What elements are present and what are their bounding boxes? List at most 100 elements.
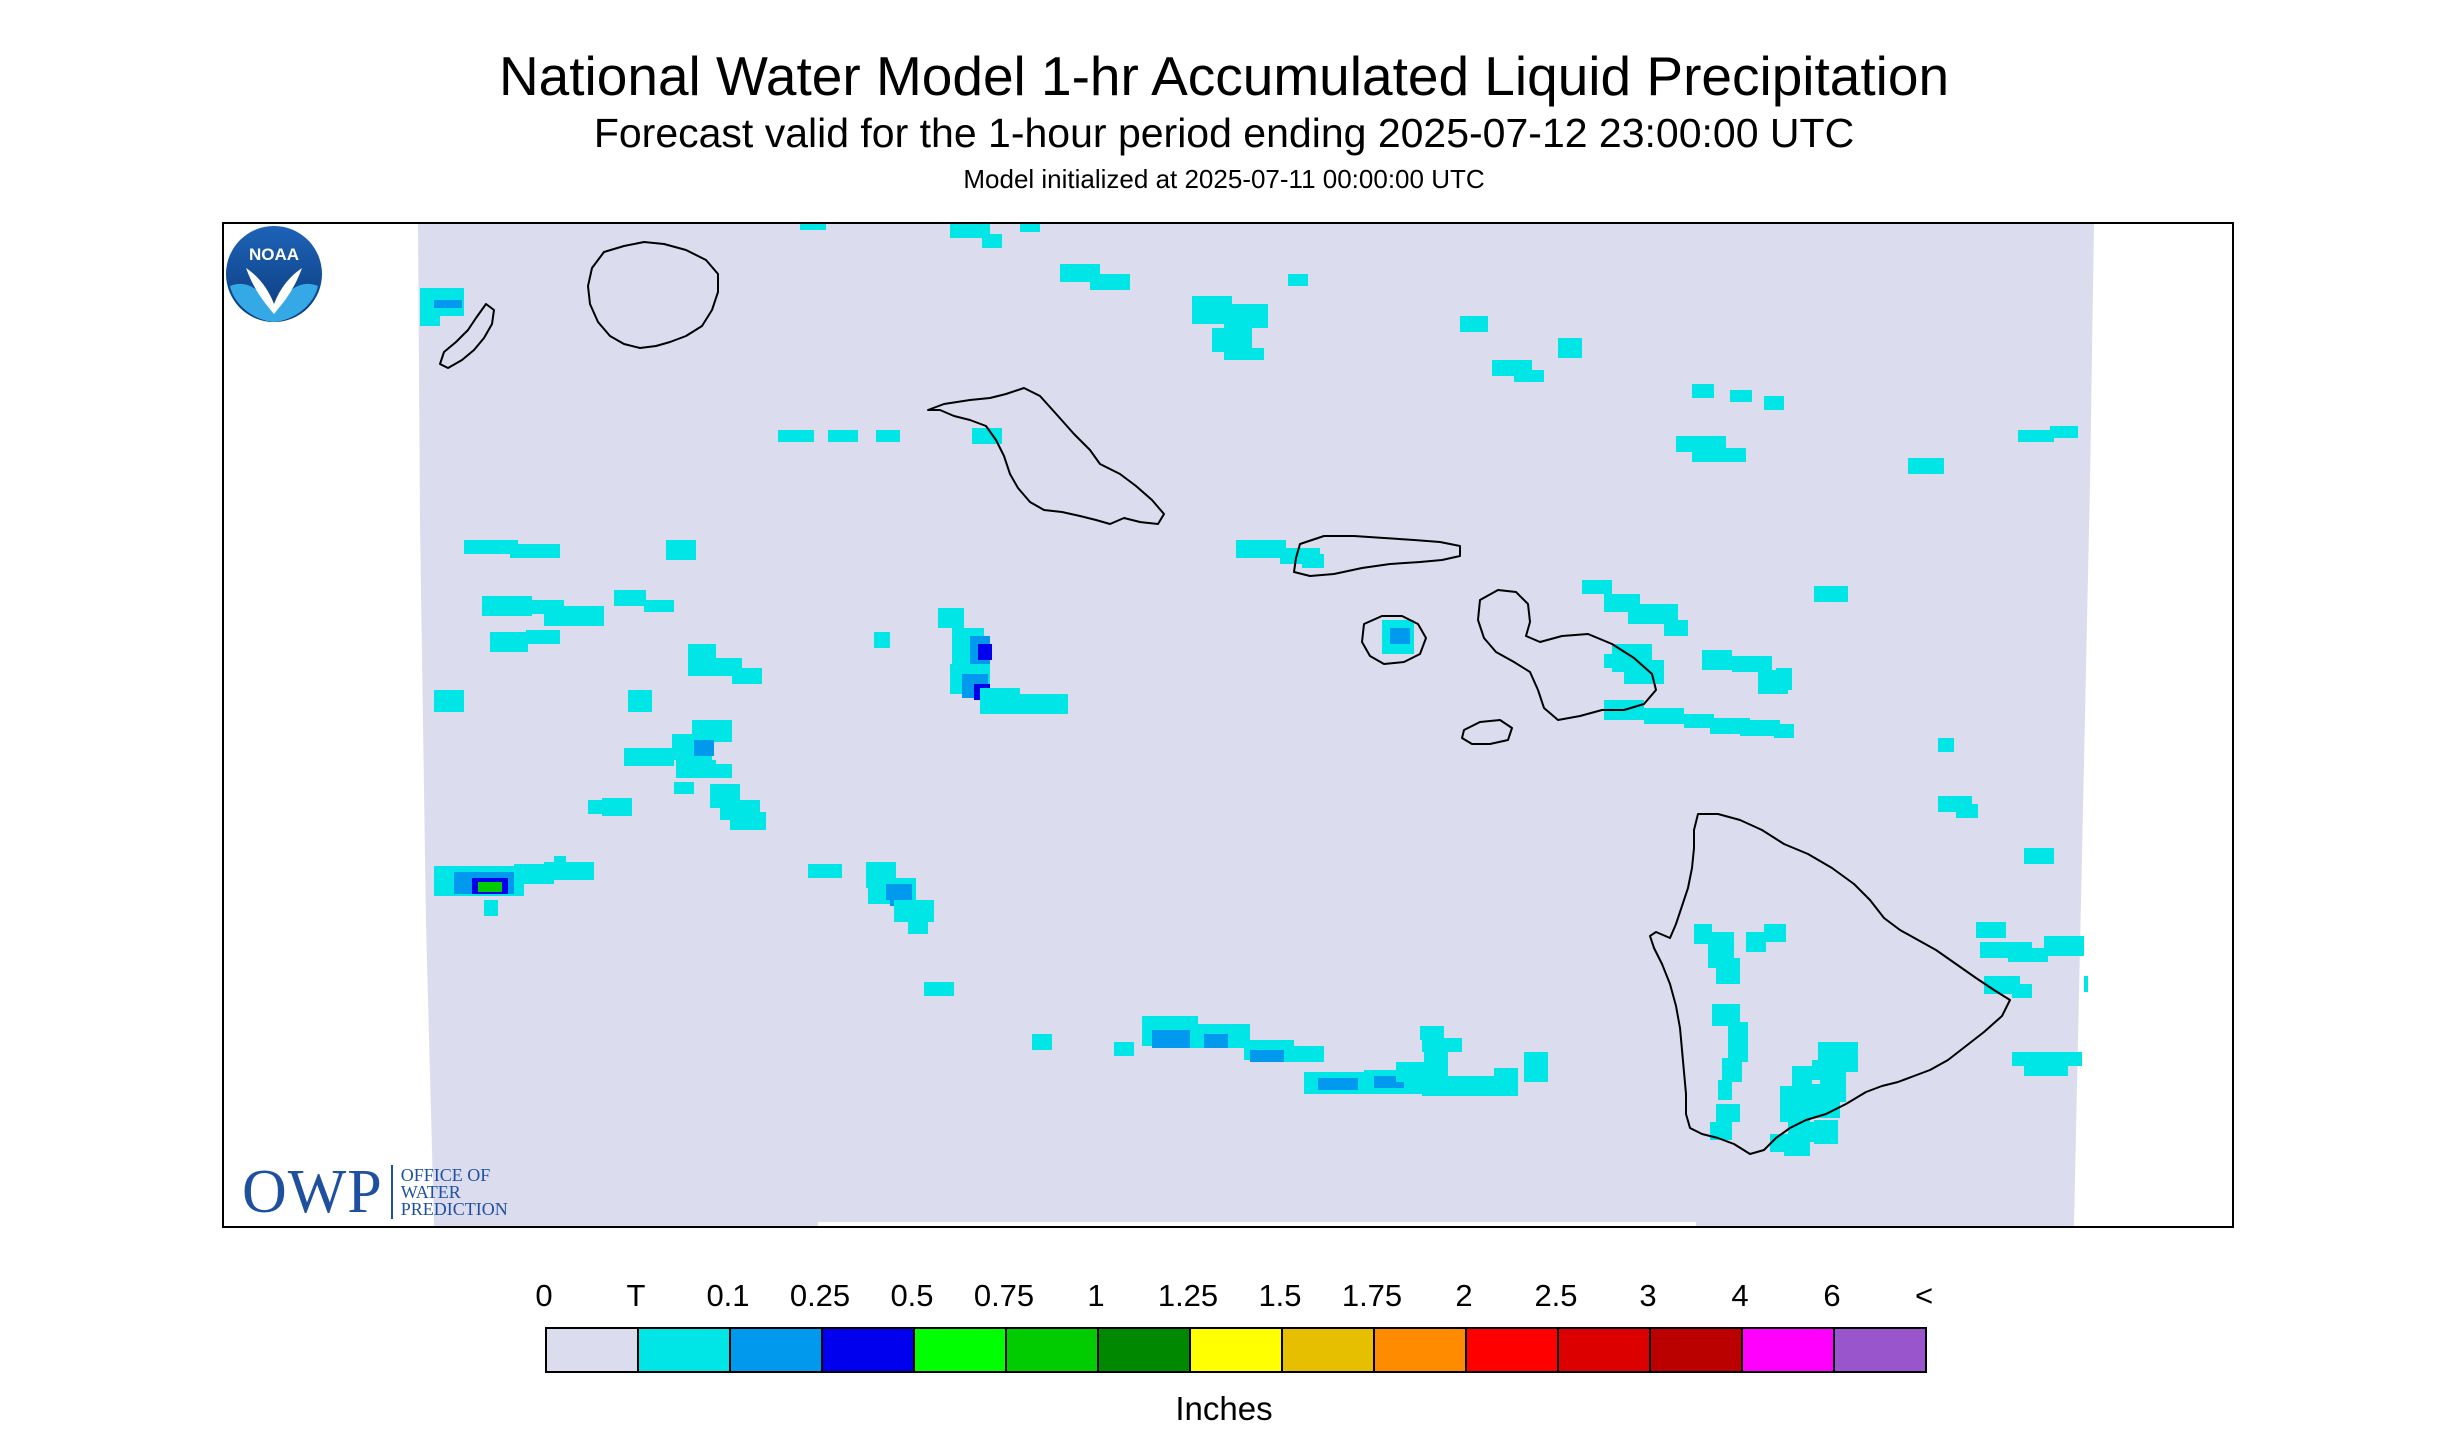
noaa-logo: NOAA [226, 226, 322, 322]
precip-cell [1224, 348, 1264, 360]
precip-cell [1792, 1066, 1812, 1092]
precip-cell [434, 300, 462, 308]
precip-cell [2064, 1054, 2074, 1062]
legend-label: 1.5 [1258, 1278, 1302, 1313]
owp-logo-divider [390, 1165, 393, 1219]
precip-cell [1728, 1022, 1748, 1062]
precip-cell [1712, 1004, 1740, 1026]
legend-label: 1 [1087, 1278, 1105, 1313]
precip-cell [1716, 958, 1740, 984]
precip-cell [614, 590, 646, 606]
precip-cell [1722, 1058, 1742, 1082]
precip-cell [692, 658, 742, 676]
precip-cell [874, 632, 890, 648]
legend-swatch [1743, 1329, 1835, 1371]
precip-cell [1152, 1030, 1192, 1048]
map-subtitle: Forecast valid for the 1-hour period end… [593, 110, 1855, 156]
precip-cell [712, 764, 732, 778]
precip-cell [894, 900, 934, 922]
precip-cell [2072, 938, 2082, 954]
precip-cell [676, 760, 716, 778]
precip-cell [1558, 338, 1582, 358]
legend-label: 3 [1639, 1278, 1657, 1313]
precip-cell [2050, 426, 2078, 438]
legend-swatch [639, 1329, 731, 1371]
precip-cell [1020, 224, 1040, 232]
legend-swatch [547, 1329, 639, 1371]
precip-cell [1318, 1078, 1358, 1090]
legend-swatch [1835, 1329, 1925, 1371]
precip-cell [628, 690, 652, 712]
precip-cell [1746, 932, 1766, 952]
precip-cell [1730, 390, 1752, 402]
precip-cell [808, 864, 842, 878]
legend-label: 0.1 [706, 1278, 750, 1313]
precip-cell [1204, 1034, 1228, 1048]
legend-label: < [1914, 1278, 1934, 1313]
precip-cell [446, 690, 464, 704]
precip-cell [624, 748, 674, 766]
precip-cell [1422, 1038, 1462, 1052]
precip-cell [1684, 714, 1714, 728]
legend-label: 2 [1455, 1278, 1473, 1313]
legend-label: 0.5 [890, 1278, 934, 1313]
precip-cell [1820, 1072, 1846, 1102]
precip-cell [1644, 708, 1684, 724]
owp-logo-letters: OWP [242, 1158, 383, 1226]
island-hawaii [1649, 813, 2011, 1155]
precip-cell [1288, 274, 1308, 286]
precip-cell [972, 428, 1002, 444]
precip-cell [1390, 628, 1410, 644]
precip-cell [1908, 458, 1944, 474]
precip-cell [1302, 554, 1324, 568]
model-domain [418, 224, 2094, 1226]
precip-cell [828, 430, 858, 442]
legend-label: 0.25 [789, 1278, 851, 1313]
precip-cell [1460, 316, 1488, 332]
precip-cell [924, 982, 954, 996]
precip-cell [876, 430, 900, 442]
legend-swatch [1375, 1329, 1467, 1371]
noaa-logo-text: NOAA [249, 245, 299, 264]
legend-swatch [1651, 1329, 1743, 1371]
precip-cell [2084, 976, 2088, 992]
precip-cell [1090, 274, 1130, 290]
precip-cell [732, 668, 762, 684]
precip-cell [420, 316, 440, 326]
precip-cell [544, 862, 594, 880]
legend-colorbar [545, 1327, 1927, 1373]
precip-cell [1420, 1026, 1444, 1040]
legend-swatch [1283, 1329, 1375, 1371]
precip-map [418, 224, 2094, 1226]
island-oahu [927, 387, 1165, 525]
precip-cell [1582, 580, 1612, 594]
precip-cell [982, 234, 1002, 248]
precip-cell [1692, 448, 1746, 462]
precip-cell [544, 606, 604, 626]
precip-cell [666, 540, 696, 560]
precip-cells [420, 224, 2088, 1156]
owp-logo-text: OFFICE OF WATER PREDICTION [400, 1164, 508, 1219]
legend-labels: 0 T 0.1 0.25 0.5 0.75 1 1.25 1.5 1.75 2 2.5 3 4 6 < [0, 1278, 2448, 1318]
precip-cell [1494, 1068, 1518, 1082]
precip-cell [1018, 694, 1068, 714]
legend-swatch [1191, 1329, 1283, 1371]
precip-cell [800, 224, 826, 230]
legend-label: 1.25 [1157, 1278, 1219, 1313]
island-niihau [439, 303, 495, 369]
precip-cell [1818, 1042, 1858, 1072]
precip-cell [1524, 1052, 1548, 1082]
legend-label: 0.75 [973, 1278, 1035, 1313]
precip-cell [1716, 1104, 1740, 1122]
precip-cell [482, 596, 532, 616]
precip-cell [1224, 304, 1268, 328]
legend-label: 0 [535, 1278, 553, 1313]
precip-cell [2024, 1064, 2068, 1076]
precip-cell [1718, 1080, 1732, 1100]
model-init-line: Model initialized at 2025-07-11 00:00:00… [963, 164, 1485, 194]
precip-cell [1624, 660, 1664, 684]
island-molokai [1293, 535, 1461, 577]
precip-cell [1032, 1034, 1052, 1050]
precip-cell [1776, 668, 1792, 690]
precip-cell [980, 688, 1020, 714]
